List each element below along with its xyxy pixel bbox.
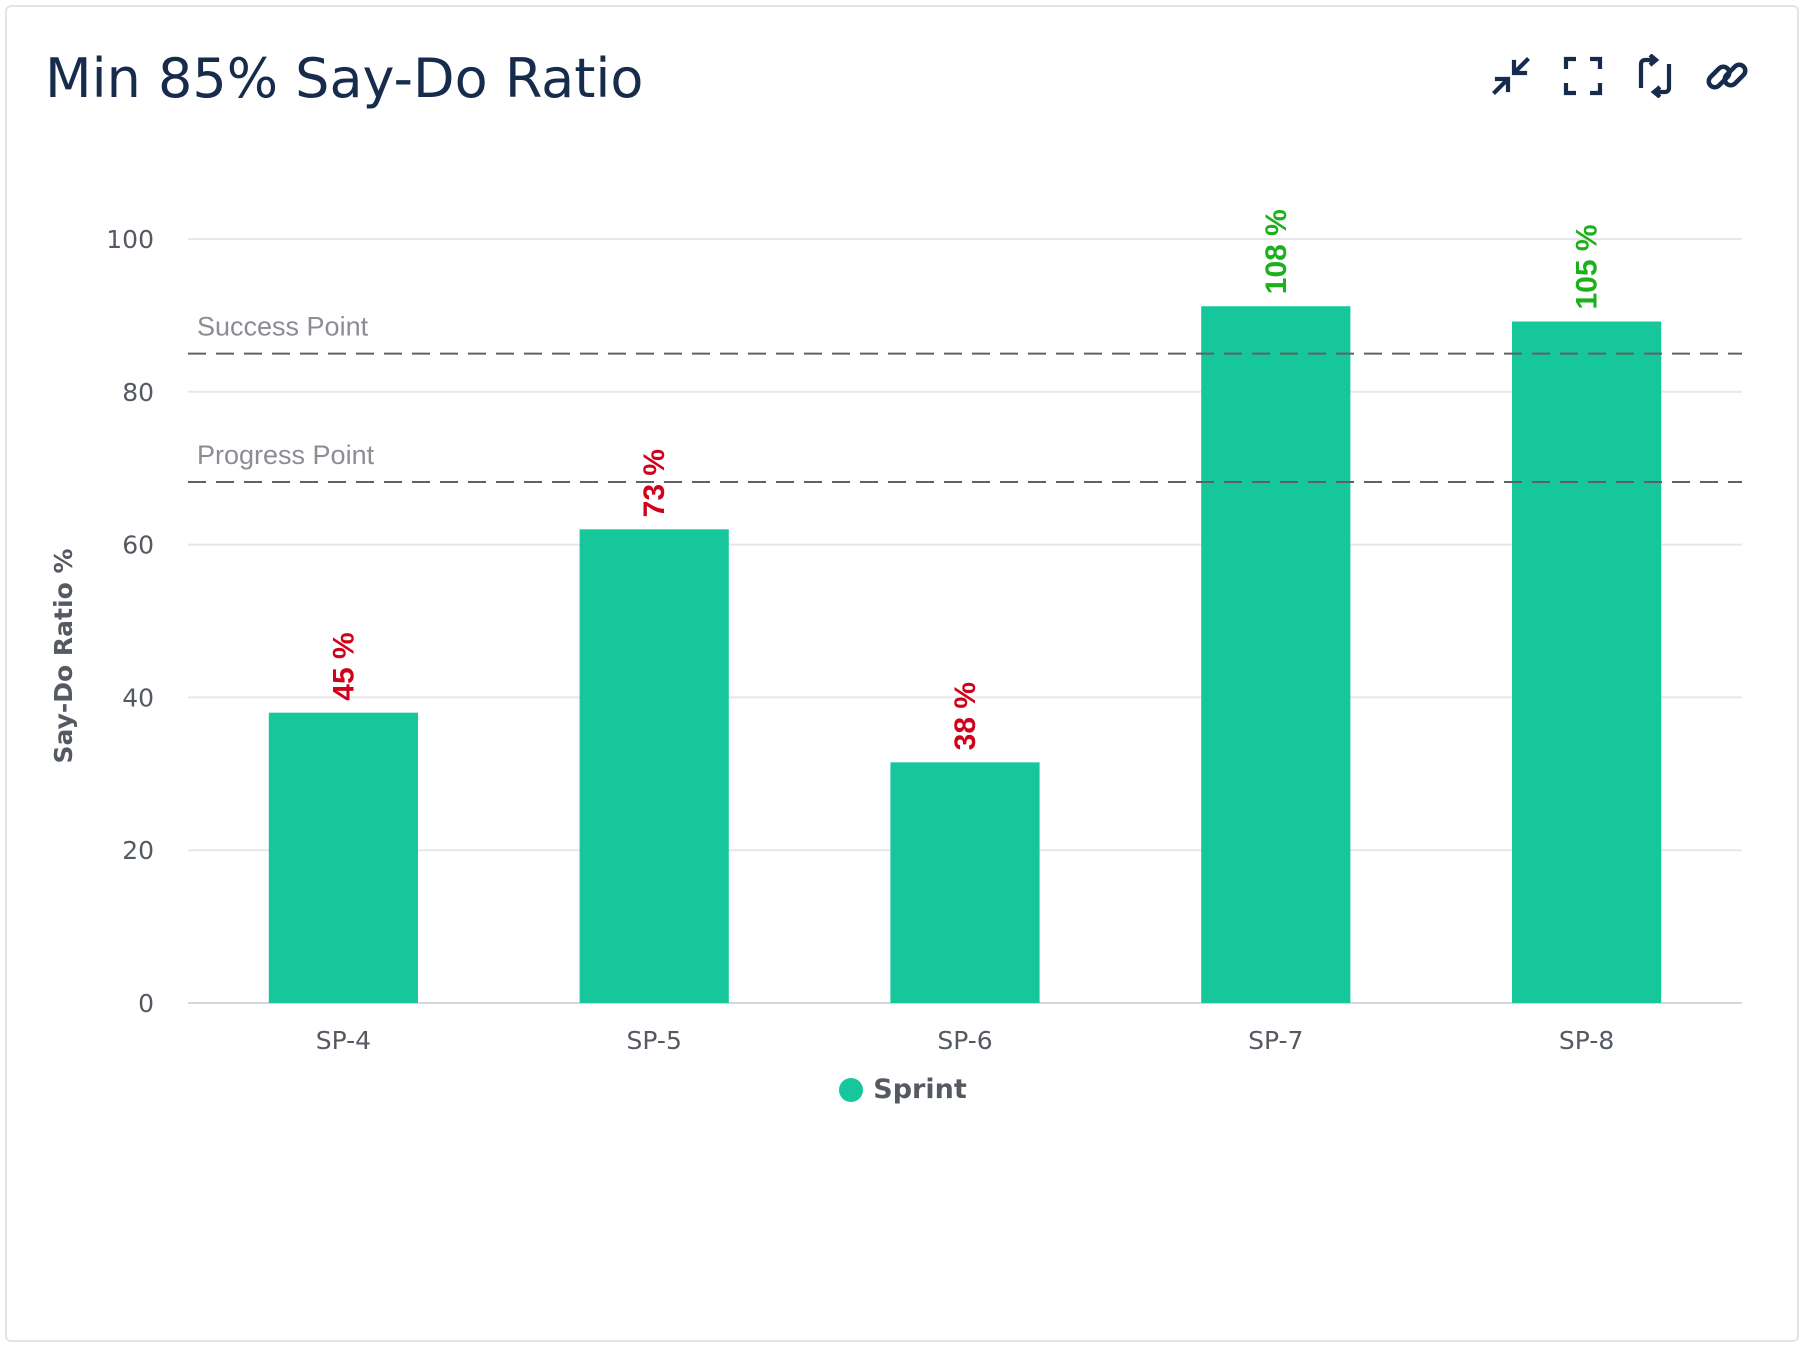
y-tick-label: 60 [122,531,154,560]
data-labels: 45 % 73 % 38 % 108 % 105 % [327,209,1603,750]
legend-marker [839,1077,864,1102]
bar [268,712,418,1003]
bar [890,762,1040,1003]
x-tick-label: SP-5 [627,1026,682,1055]
copy-link-button[interactable] [1705,51,1749,101]
y-tick-label: 20 [122,836,154,865]
refresh-button[interactable] [1633,51,1677,101]
legend-label[interactable]: Sprint [873,1074,967,1105]
fullscreen-button[interactable] [1561,51,1605,101]
axes: 0 20 40 60 80 100 Say-Do Ratio % SP-4 SP-5 SP-6 SP… [49,225,1614,1055]
y-tick-label: 100 [106,225,154,254]
y-tick-label: 80 [122,378,154,407]
bar [1201,306,1351,1003]
bars [268,306,1662,1004]
collapse-icon [1492,57,1530,95]
data-label: 73 % [638,449,671,517]
chart-toolbar [1489,51,1749,101]
link-icon [1706,62,1748,90]
data-label: 105 % [1571,224,1604,309]
x-tick-label: SP-4 [316,1026,371,1055]
reference-line-label: Progress Point [197,440,375,470]
y-tick-label: 0 [138,989,154,1018]
data-label: 45 % [327,632,360,700]
x-tick-label: SP-7 [1248,1026,1303,1055]
gridlines [188,238,1742,1004]
bar [1512,321,1662,1004]
y-axis-title: Say-Do Ratio % [49,549,78,764]
fullscreen-icon [1563,56,1603,96]
x-tick-label: SP-8 [1559,1026,1614,1055]
reference-lines: Success Point Progress Point [188,312,1742,483]
card-header: Min 85% Say-Do Ratio [7,7,1797,157]
chart-card: Min 85% Say-Do Ratio [5,5,1799,1342]
y-tick-label: 40 [122,683,154,712]
reference-line-label: Success Point [197,312,369,342]
chart-title: Min 85% Say-Do Ratio [45,47,644,110]
data-label: 108 % [1260,209,1293,294]
legend: Sprint [0,1074,1806,1105]
data-label: 38 % [949,682,982,750]
refresh-icon [1638,54,1672,98]
x-tick-label: SP-6 [937,1026,992,1055]
collapse-button[interactable] [1489,51,1533,101]
bar [579,529,729,1003]
